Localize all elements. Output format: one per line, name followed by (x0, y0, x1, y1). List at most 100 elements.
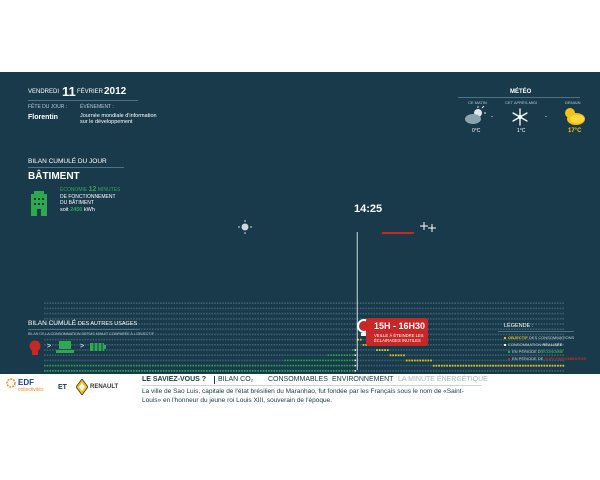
timeline-dot (562, 328, 564, 330)
timeline-dot (424, 364, 427, 367)
timeline-dot (187, 364, 189, 367)
timeline-dot (476, 349, 478, 351)
timeline-dot (84, 354, 87, 356)
timeline-dot (551, 359, 554, 362)
timeline-dot (187, 307, 189, 310)
timeline-dot (187, 328, 189, 330)
timeline-dot (432, 370, 435, 372)
timeline-dot (357, 312, 359, 315)
timeline-dot (216, 333, 219, 336)
timeline-dot (95, 333, 97, 336)
timeline-dot (505, 338, 508, 341)
timeline-dot (319, 333, 321, 336)
timeline-dot (246, 333, 249, 336)
timeline-dot (305, 318, 308, 320)
timeline-dot (162, 364, 165, 367)
timeline-dot (289, 349, 292, 351)
timeline-dot (438, 359, 440, 362)
timeline-dot (535, 370, 537, 372)
timeline-dot (497, 354, 500, 356)
timeline-dot (454, 359, 456, 362)
timeline-dot (400, 307, 402, 310)
timeline-dot (297, 307, 300, 310)
timeline-dot (521, 302, 524, 304)
alert-box[interactable]: 15H - 16H30 VEILLE À ÉTEINDRE LES ÉCLAIR… (366, 318, 428, 346)
timeline-dot (467, 318, 470, 320)
timeline-dot (92, 364, 95, 367)
timeline-dot (46, 349, 49, 351)
timeline-dot (65, 364, 68, 367)
timeline-dot (341, 354, 343, 356)
timeline-dot (276, 344, 278, 346)
timeline-dot (516, 333, 519, 336)
timeline-dot (249, 312, 251, 315)
timeline-dot (119, 364, 122, 367)
timeline-dot (513, 354, 516, 356)
timeline-dot (319, 312, 321, 315)
timeline-dot (500, 323, 502, 325)
timeline-dot (270, 307, 273, 310)
timeline-dot (449, 338, 451, 341)
timeline-dot (203, 344, 205, 346)
timeline-dot (192, 307, 195, 310)
timeline-dot (219, 307, 222, 310)
timeline-dot (214, 328, 216, 330)
tab-minute-energetique[interactable]: LA MINUTE ÉNERGÉTIQUE (398, 376, 488, 383)
saint-name: Florentin (28, 114, 58, 121)
timeline-dot (465, 312, 467, 315)
timeline-dot (327, 354, 330, 356)
timeline-dot (152, 370, 154, 372)
timeline-dot (157, 318, 159, 320)
timeline-dot (548, 312, 551, 315)
timeline-dot (435, 323, 438, 325)
timeline-dot (200, 323, 203, 325)
weekday: VENDREDI (28, 89, 60, 95)
timeline-dot (319, 318, 321, 320)
timeline-dot (535, 328, 537, 330)
timeline-dot (513, 370, 516, 372)
timeline-dot (241, 344, 243, 346)
timeline-dot (181, 307, 184, 310)
tab-bilan-co2[interactable]: BILAN CO₂ (218, 376, 254, 383)
forecast-dot (543, 364, 546, 367)
timeline-dot (281, 349, 284, 351)
timeline-dot (376, 312, 378, 315)
timeline-dot (187, 302, 189, 304)
timeline-dot (527, 354, 529, 356)
tab-consommables[interactable]: CONSOMMABLES (268, 376, 328, 383)
timeline-dot (230, 370, 232, 372)
timeline-dot (314, 302, 316, 304)
timeline-dot (503, 344, 505, 346)
legend-objectif: OBJECTIF DES CONSOMMATIONS (504, 335, 574, 340)
timeline-dot (459, 359, 462, 362)
tab-saviez-vous[interactable]: LE SAVIEZ-VOUS ? (142, 376, 207, 383)
forecast-dot (551, 364, 554, 367)
timeline-dot (359, 370, 362, 372)
timeline-dot (238, 312, 240, 315)
timeline-dot (135, 312, 138, 315)
timeline-dot (459, 349, 462, 351)
timeline-dot (346, 354, 348, 356)
timeline-dot (289, 338, 292, 341)
timeline-dot (462, 307, 465, 310)
timeline-dot (378, 359, 381, 362)
timeline-dot (319, 328, 321, 330)
timeline-dot (168, 338, 170, 341)
timeline-dot (143, 333, 146, 336)
timeline-dot (281, 359, 284, 362)
tab-environnement[interactable]: ENVIRONNEMENT (332, 376, 394, 383)
timeline-dot (289, 354, 292, 356)
timeline-dot (473, 359, 475, 362)
timeline-dot (89, 359, 92, 362)
timeline-dot (322, 344, 324, 346)
timeline-dot (489, 302, 492, 304)
timeline-dot (508, 338, 510, 341)
timeline-dot (357, 370, 359, 372)
timeline-dot (133, 359, 135, 362)
timeline-dot (46, 323, 49, 325)
timeline-dot (300, 359, 303, 362)
timeline-dot (103, 364, 105, 367)
timeline-dot (492, 354, 494, 356)
timeline-dot (187, 349, 189, 351)
timeline-dot (351, 333, 354, 336)
